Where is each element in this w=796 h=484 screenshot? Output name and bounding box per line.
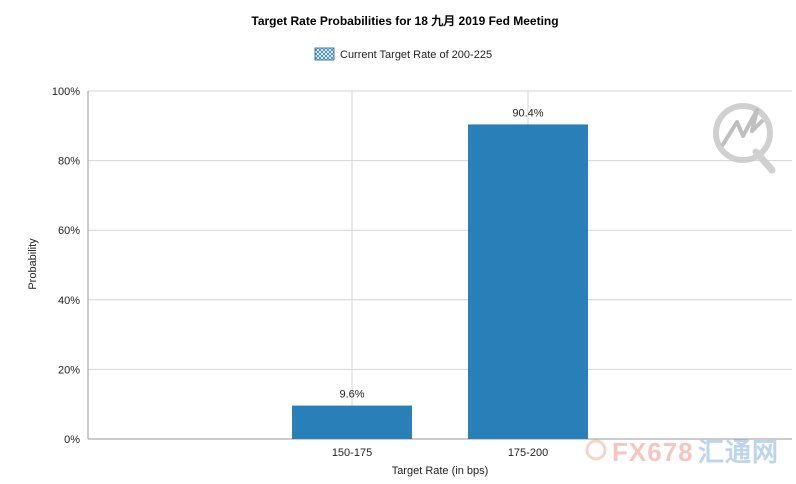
legend-label: Current Target Rate of 200-225 <box>340 49 492 61</box>
y-tick-label: 100% <box>52 86 80 98</box>
y-tick-label: 60% <box>58 225 80 237</box>
data-label: 9.6% <box>339 389 364 401</box>
x-tick-label: 175-200 <box>508 447 548 459</box>
watermark-cn-text: 汇通网 <box>698 437 779 467</box>
y-tick-label: 0% <box>64 434 80 446</box>
y-tick-label: 80% <box>58 156 80 168</box>
data-label: 90.4% <box>512 107 543 119</box>
y-tick-label: 20% <box>58 364 80 376</box>
legend-swatch <box>314 47 335 61</box>
x-tick-label: 150-175 <box>332 447 372 459</box>
plot-area: 0% 20% 40% 60% 80% 100% 9.6% 150-175 90.4% 175-20… <box>52 86 792 459</box>
bar <box>292 405 412 439</box>
watermark-logo-icon <box>713 103 776 174</box>
y-axis-label: Probability <box>27 238 39 290</box>
x-axis-label: Target Rate (in bps) <box>392 465 489 477</box>
y-tick-label: 40% <box>58 295 80 307</box>
watermark-brand: FX678 汇通网 <box>585 437 779 467</box>
legend: Current Target Rate of 200-225 <box>314 47 492 61</box>
watermark-circle-icon <box>585 439 607 461</box>
chart-title: Target Rate Probabilities for 18 九月 2019… <box>251 13 558 28</box>
watermark-fx-text: FX678 <box>612 437 694 467</box>
bar <box>468 124 588 440</box>
